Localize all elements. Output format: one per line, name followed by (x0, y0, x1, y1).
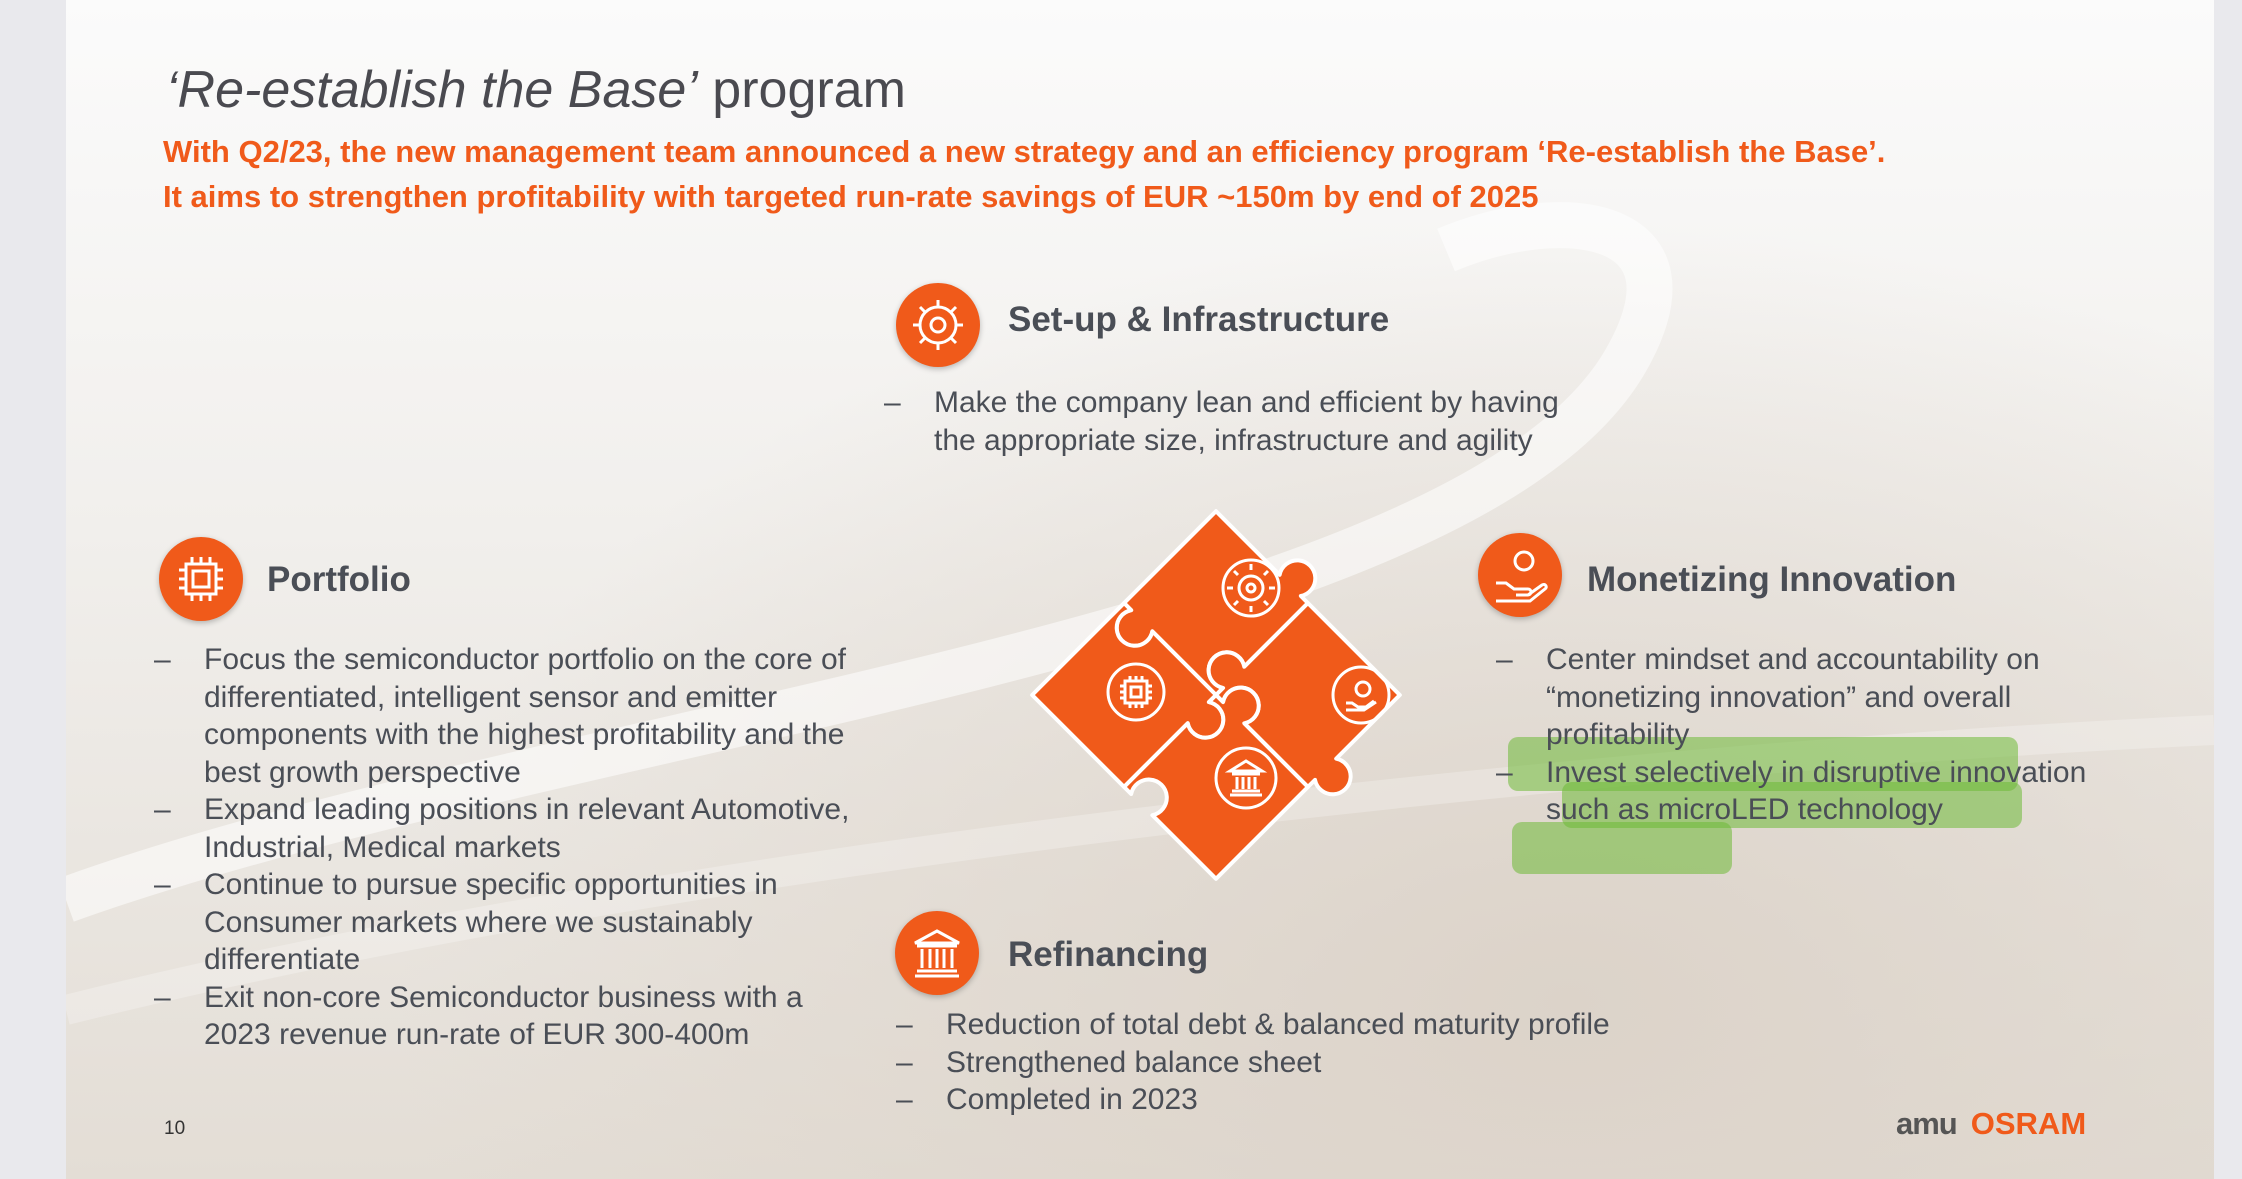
list-item: – Reduction of total debt & balanced matu… (896, 1008, 1610, 1041)
monetizing-bullets: – Center mindset and accountability on “m… (1496, 641, 2116, 829)
subtitle-line-2: It aims to strengthen profitability with… (163, 179, 1539, 214)
chip-icon (159, 537, 243, 621)
puzzle-graphic (1030, 509, 1402, 881)
portfolio-bullets: – Focus the semiconductor portfolio on th… (154, 641, 854, 1054)
setup-title: Set-up & Infrastructure (1008, 300, 1390, 339)
monetizing-title: Monetizing Innovation (1587, 560, 1957, 599)
bank-icon (895, 911, 979, 995)
page-number: 10 (164, 1118, 186, 1139)
refinancing-title: Refinancing (1008, 935, 1209, 974)
list-item: – Center mindset and accountability on “m… (1496, 643, 2040, 751)
highlight-mark (1562, 782, 2022, 828)
refinancing-bullets: – Reduction of total debt & balanced matu… (896, 1006, 1656, 1119)
setup-bullets: – Make the company lean and efficient by … (884, 384, 1584, 459)
chip-icon (1106, 662, 1166, 722)
list-item: – Completed in 2023 (896, 1083, 1198, 1116)
hand-coin-icon (1331, 665, 1391, 725)
list-item: – Strengthened balance sheet (896, 1045, 1322, 1079)
list-item: – Focus the semiconductor portfolio on th… (154, 643, 847, 789)
list-item: – Exit non-core Semiconductor business wi… (154, 980, 803, 1052)
list-item: – Continue to pursue specific opportuniti… (154, 868, 778, 976)
bank-icon (1214, 746, 1278, 810)
gear-icon (896, 283, 980, 367)
list-item: – Invest selectively in disruptive innova… (1496, 755, 2087, 827)
highlight-mark (1512, 822, 1732, 874)
subtitle-line-1: With Q2/23, the new management team anno… (163, 134, 1886, 169)
gear-icon (1221, 558, 1281, 618)
hand-coin-icon (1478, 533, 1562, 617)
ams-osram-logo: amu OSRAM (1896, 1106, 2087, 1141)
slide: ‘Re-establish the Base’ program With Q2/… (66, 0, 2214, 1179)
list-item: – Expand leading positions in relevant Au… (154, 793, 850, 864)
list-item: – Make the company lean and efficient by … (884, 386, 1559, 457)
portfolio-title: Portfolio (267, 560, 411, 599)
page-title: ‘Re-establish the Base’ program (166, 61, 906, 119)
